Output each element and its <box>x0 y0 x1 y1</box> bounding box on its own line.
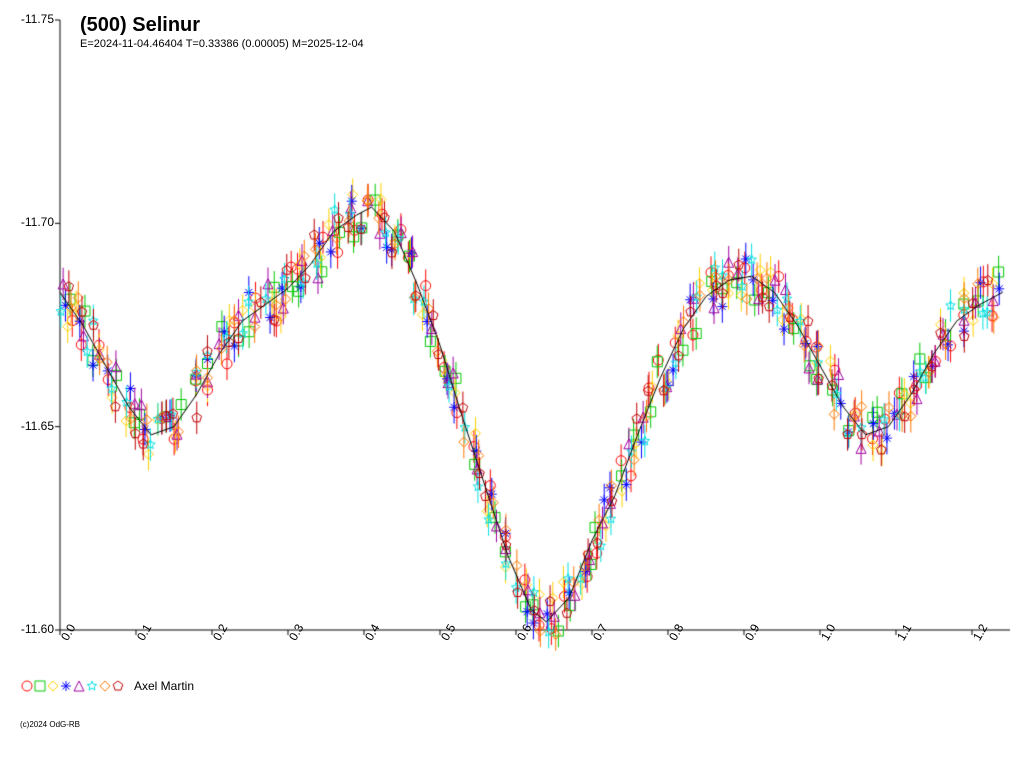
y-tick-label: -11.60 <box>21 622 54 636</box>
y-tick-label: -11.75 <box>21 12 54 26</box>
observer-name: Axel Martin <box>134 679 194 693</box>
y-tick-label: -11.65 <box>21 419 54 433</box>
chart-subtitle: E=2024-11-04.46404 T=0.33386 (0.00005) M… <box>80 38 364 50</box>
lightcurve-chart <box>0 0 1024 768</box>
chart-title: (500) Selinur <box>80 14 200 37</box>
observer-legend: Axel Martin <box>20 678 194 694</box>
copyright-text: (c)2024 OdG-RB <box>20 720 80 729</box>
y-tick-label: -11.70 <box>21 215 54 229</box>
legend-markers <box>20 678 130 694</box>
